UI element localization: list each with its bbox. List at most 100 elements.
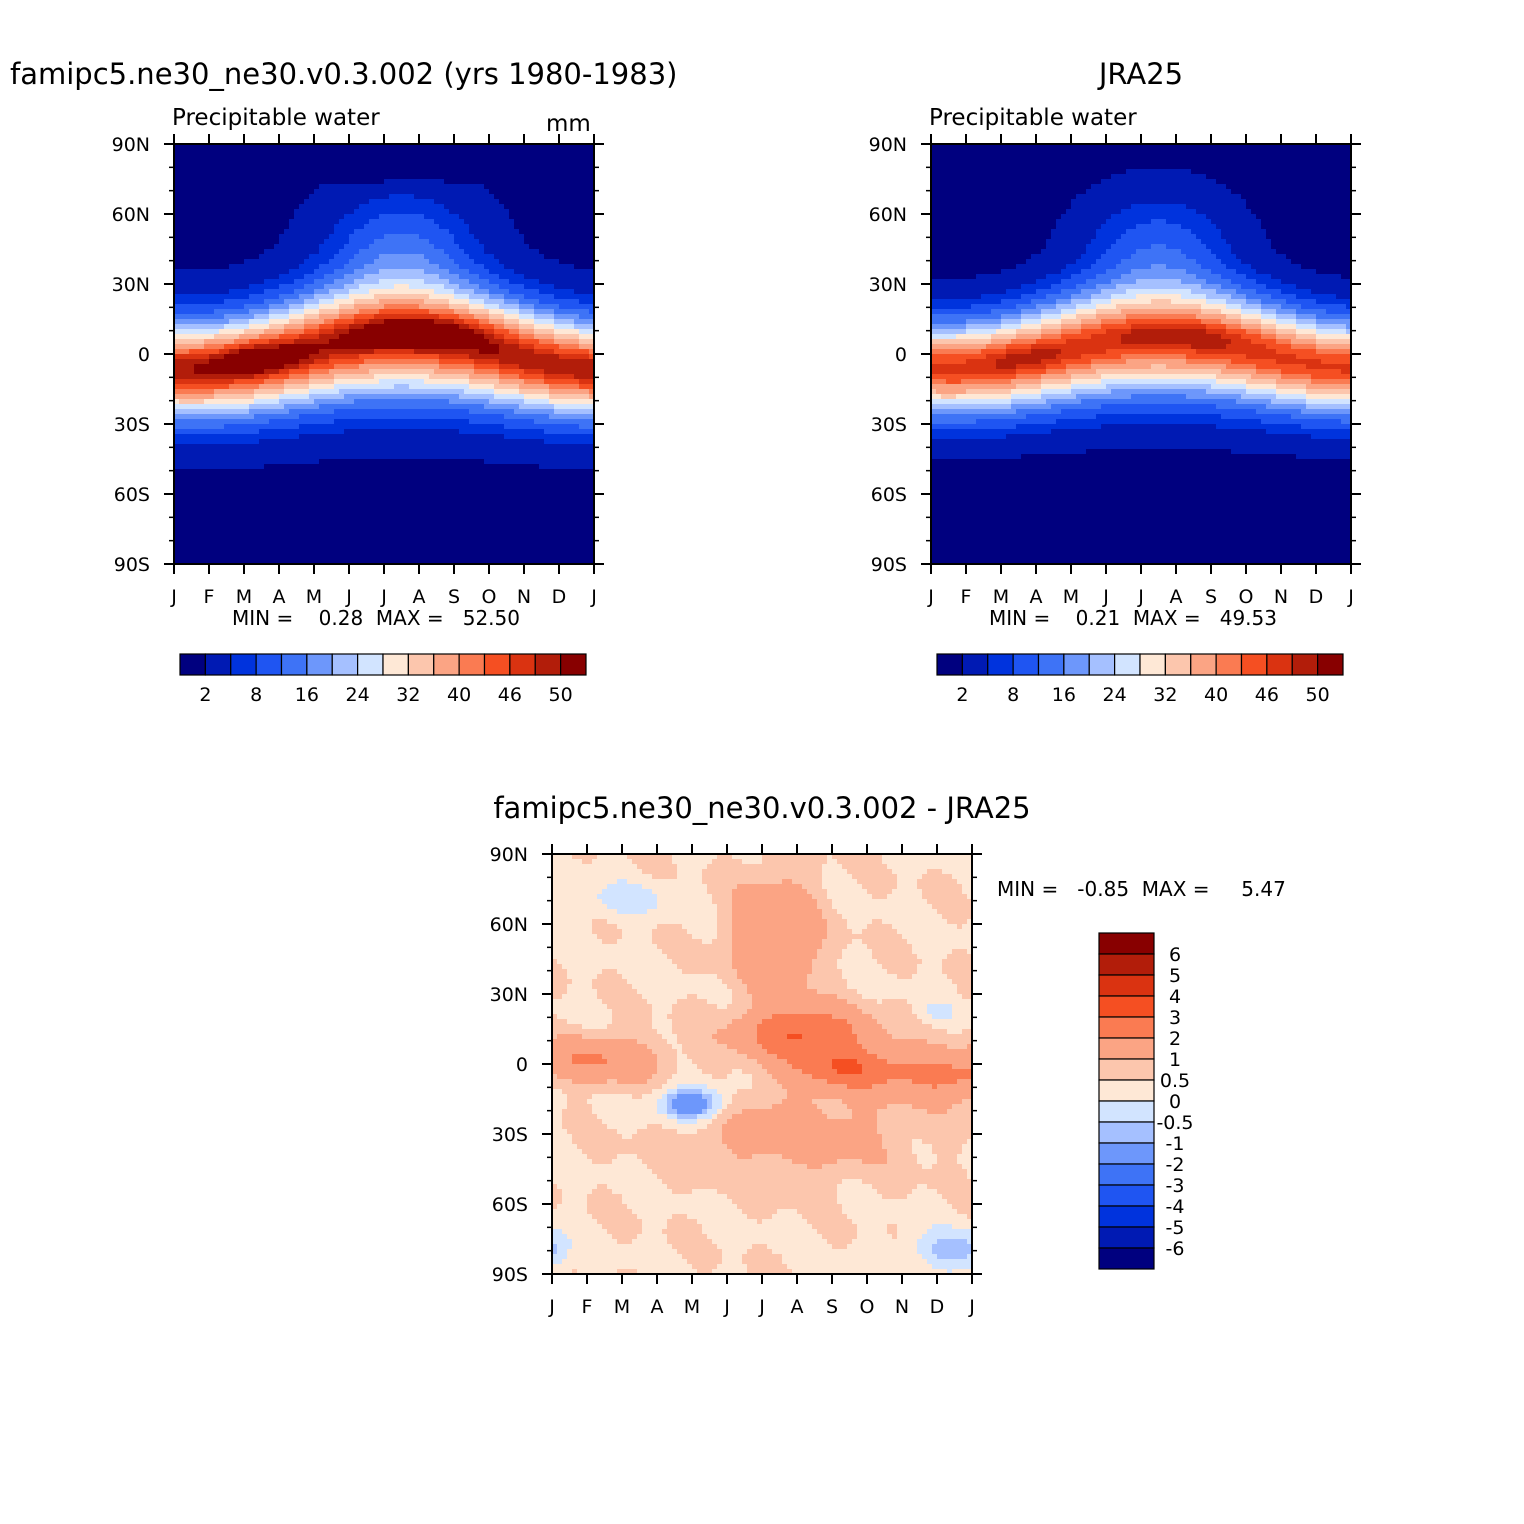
contour-cell (922, 1019, 972, 1025)
contour-cell (479, 284, 500, 290)
contour-cell (1001, 299, 1032, 305)
x-tick-label: N (895, 1296, 909, 1318)
contour-cell (792, 879, 823, 885)
contour-cell (524, 234, 594, 240)
contour-cell (484, 299, 505, 305)
contour-cell (334, 319, 355, 325)
colorbar-box (280, 653, 308, 676)
contour-cell (967, 1239, 972, 1245)
contour-cell (1306, 399, 1351, 405)
contour-cell (802, 1034, 858, 1040)
contour-cell (174, 414, 255, 420)
contour-cell (747, 1214, 773, 1220)
y-tick-label: 60N (869, 204, 907, 226)
contour-cell (812, 1074, 972, 1080)
contour-cell (917, 1014, 933, 1020)
contour-cell (414, 194, 495, 200)
contour-cell (369, 244, 435, 250)
contour-cell (449, 304, 470, 310)
contour-cell (552, 909, 618, 915)
contour-cell (552, 974, 568, 980)
contour-cell (727, 1144, 883, 1150)
contour-cell (812, 969, 843, 975)
contour-cell (912, 1004, 928, 1010)
contour-cell (429, 309, 455, 315)
contour-cell (592, 1094, 633, 1100)
contour-cell (617, 879, 628, 885)
contour-cell (1261, 334, 1277, 340)
contour-cell (842, 969, 888, 975)
contour-cell (1226, 239, 1272, 245)
contour-cell (597, 989, 638, 995)
contour-cell (1096, 284, 1117, 290)
contour-cell (667, 1219, 698, 1225)
contour-cell (1021, 284, 1052, 290)
colorbar-box (1098, 1142, 1155, 1165)
contour-cell (931, 169, 1127, 175)
contour-cell (1196, 259, 1222, 265)
contour-cell (912, 974, 948, 980)
contour-cell (717, 854, 733, 860)
contour-cell (459, 284, 480, 290)
contour-cell (677, 1129, 698, 1135)
model-colorbar: 2 8 16 24 32 40 46 50 (179, 653, 587, 706)
contour-cell (712, 1269, 748, 1274)
contour-cell (1101, 179, 1217, 185)
contour-cell (1296, 324, 1317, 330)
contour-cell (931, 539, 1351, 545)
contour-cell (494, 389, 520, 395)
contour-cell (469, 299, 485, 305)
x-tick-label: N (1274, 586, 1288, 608)
contour-cell (1066, 364, 1092, 370)
contour-cell (1111, 294, 1137, 300)
contour-cell (677, 999, 708, 1005)
colorbar-box (1190, 653, 1217, 676)
contour-cell (1346, 324, 1351, 330)
contour-cell (449, 299, 470, 305)
contour-cell (1076, 309, 1097, 315)
contour-cell (767, 1069, 803, 1075)
contour-cell (364, 224, 440, 230)
contour-cell (1276, 359, 1322, 365)
colorbar-label: 16 (295, 684, 319, 706)
contour-cell (947, 1044, 968, 1050)
contour-cell (652, 889, 708, 895)
contour-cell (652, 1014, 668, 1020)
contour-cell (717, 929, 733, 935)
contour-cell (244, 304, 270, 310)
contour-cell (1231, 189, 1351, 195)
contour-cell (1241, 259, 1292, 265)
contour-cell (931, 544, 1351, 550)
contour-cell (962, 1029, 972, 1035)
contour-cell (572, 1244, 673, 1250)
contour-cell (519, 364, 594, 370)
contour-cell (469, 419, 535, 425)
contour-cell (931, 144, 1351, 150)
contour-cell (702, 1094, 713, 1100)
contour-cell (504, 309, 520, 315)
contour-cell (279, 394, 310, 400)
contour-cell (214, 309, 250, 315)
contour-cell (1216, 374, 1252, 380)
contour-cell (912, 1144, 933, 1150)
contour-cell (931, 359, 967, 365)
contour-cell (1011, 389, 1042, 395)
contour-cell (732, 1094, 788, 1100)
contour-cell (349, 294, 375, 300)
contour-cell (304, 304, 320, 310)
contour-cell (931, 449, 1087, 455)
contour-cell (732, 954, 818, 960)
contour-cell (1081, 329, 1107, 335)
contour-cell (562, 1189, 593, 1195)
contour-cell (1151, 219, 1167, 225)
colorbar-box (1098, 1247, 1155, 1270)
contour-cell (574, 374, 594, 380)
contour-cell (439, 359, 475, 365)
contour-cell (1316, 339, 1351, 345)
contour-cell (637, 1269, 698, 1274)
contour-cell (1241, 324, 1262, 330)
contour-cell (862, 1159, 888, 1165)
contour-cell (632, 1094, 643, 1100)
contour-cell (887, 1029, 948, 1035)
